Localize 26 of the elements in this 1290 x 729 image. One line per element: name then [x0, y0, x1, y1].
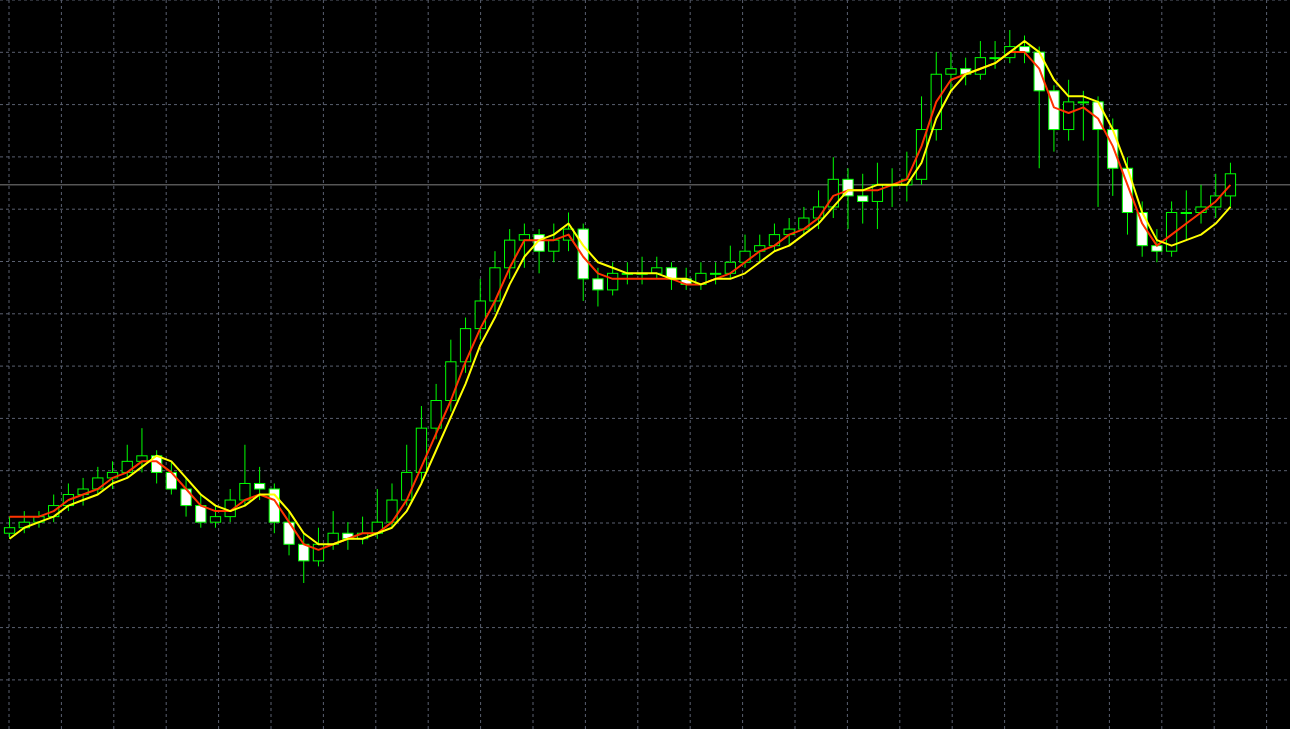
- candlestick: [798, 206, 810, 236]
- candlestick: [1224, 162, 1237, 208]
- candlestick: [165, 460, 178, 496]
- candlestick: [548, 223, 560, 263]
- candlestick: [298, 532, 310, 584]
- candlestick: [195, 494, 207, 529]
- candlestick: [651, 256, 663, 280]
- candlestick: [857, 173, 869, 225]
- candlestick: [1180, 189, 1192, 241]
- candlestick: [136, 427, 148, 473]
- candlestick: [709, 261, 722, 285]
- candlestick: [239, 444, 251, 507]
- candlestick: [945, 51, 957, 92]
- candlestick: [283, 510, 295, 556]
- candlestick: [92, 466, 104, 496]
- candlestick: [386, 482, 398, 529]
- candlestick: [989, 40, 1001, 70]
- candlestick: [209, 505, 222, 529]
- candlestick: [739, 234, 751, 269]
- candlestick: [253, 466, 266, 501]
- candlestick: [592, 267, 604, 307]
- candlestick: [180, 477, 192, 518]
- candlestick: [1077, 90, 1089, 142]
- candlestick: [3, 516, 16, 540]
- candlestick: [121, 444, 133, 479]
- candlestick: [1151, 228, 1163, 263]
